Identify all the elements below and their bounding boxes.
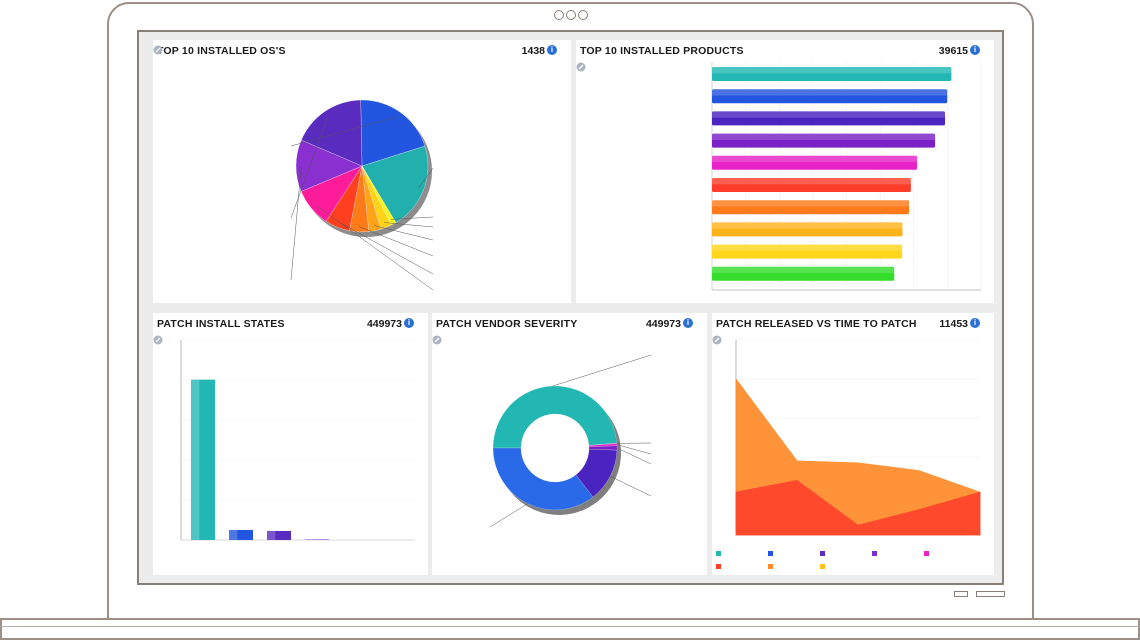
leader-line — [610, 476, 652, 497]
panel-header: TOP 10 INSTALLED PRODUCTS 39615 i — [576, 40, 994, 72]
bar-highlight — [712, 178, 911, 185]
bar — [712, 244, 903, 259]
bar-highlight — [712, 244, 903, 251]
laptop-base-edge — [0, 626, 1140, 627]
link-icon[interactable] — [153, 335, 163, 345]
info-icon[interactable]: i — [547, 45, 557, 55]
os-pie-chart — [290, 99, 434, 291]
bar-highlight — [712, 111, 946, 118]
camera-dot-icon — [578, 10, 588, 20]
panel-title: PATCH VENDOR SEVERITY — [436, 318, 578, 330]
bar — [712, 200, 910, 215]
legend-swatch — [924, 551, 929, 556]
leader-line — [418, 167, 434, 188]
bar — [712, 133, 936, 148]
legend-swatch — [768, 564, 773, 569]
leader-line — [390, 216, 434, 220]
bar — [191, 379, 215, 540]
pie-slice — [301, 99, 363, 167]
bar — [712, 67, 952, 81]
bar-highlight — [712, 155, 918, 163]
legend-swatch — [716, 564, 721, 569]
link-icon[interactable] — [432, 335, 442, 345]
panel-title: TOP 10 INSTALLED PRODUCTS — [580, 45, 744, 57]
legend-swatch — [768, 551, 773, 556]
info-icon[interactable]: i — [404, 318, 414, 328]
bar-highlight — [712, 67, 952, 74]
panel-count: 449973 — [366, 318, 402, 330]
panel-header: PATCH RELEASED VS TIME TO PATCH 11453 i — [712, 313, 994, 345]
panel-installed-products: TOP 10 INSTALLED PRODUCTS 39615 i — [576, 40, 994, 303]
info-icon[interactable]: i — [683, 318, 693, 328]
area-series — [735, 479, 981, 536]
bar — [305, 539, 329, 540]
camera-dot-icon — [566, 10, 576, 20]
panel-count: 1438 — [521, 45, 545, 57]
leader-line — [489, 503, 528, 528]
status-light-icon — [976, 591, 1005, 597]
status-light-icon — [954, 591, 968, 597]
bar-highlight — [712, 133, 936, 140]
panel-patch-vendor-severity: PATCH VENDOR SEVERITY 449973 i — [432, 313, 707, 575]
bar-highlight — [305, 539, 314, 540]
panel-header: PATCH VENDOR SEVERITY 449973 i — [432, 313, 707, 345]
info-icon[interactable]: i — [970, 318, 980, 328]
legend-swatch — [872, 551, 877, 556]
leader-line — [359, 226, 434, 257]
leader-line — [290, 116, 398, 147]
dashboard-screen: TOP 10 INSTALLED OS'S 1438 i TOP 10 INST… — [137, 30, 1004, 585]
leader-line — [616, 444, 652, 455]
released-area-chart — [716, 339, 981, 569]
panel-title: PATCH RELEASED VS TIME TO PATCH — [716, 318, 917, 330]
leader-line — [384, 222, 434, 228]
install-states-bar-chart — [180, 339, 415, 541]
products-bar-chart — [711, 62, 982, 291]
panel-patch-install-states: PATCH INSTALL STATES 449973 i — [153, 313, 428, 575]
leader-line — [373, 225, 434, 241]
pie-slice — [360, 99, 426, 167]
bar-highlight — [229, 529, 238, 540]
panel-installed-os: TOP 10 INSTALLED OS'S 1438 i — [153, 40, 571, 303]
bar — [712, 155, 918, 170]
bar-highlight — [712, 222, 903, 229]
legend-swatch — [820, 551, 825, 556]
link-icon[interactable] — [712, 335, 722, 345]
panel-count: 11453 — [939, 318, 968, 330]
leader-line — [339, 222, 434, 275]
bar — [712, 178, 911, 192]
panel-title: TOP 10 INSTALLED OS'S — [157, 45, 286, 57]
panel-count: 449973 — [645, 318, 681, 330]
donut-hole — [521, 414, 589, 482]
panel-header: TOP 10 INSTALLED OS'S 1438 i — [153, 40, 571, 62]
bar-highlight — [712, 200, 910, 207]
bar — [229, 529, 253, 540]
bar-highlight — [191, 379, 200, 540]
panel-title: PATCH INSTALL STATES — [157, 318, 285, 330]
link-icon[interactable] — [576, 62, 586, 72]
info-icon[interactable]: i — [970, 45, 980, 55]
link-icon[interactable] — [153, 45, 163, 55]
severity-donut-chart — [489, 354, 652, 528]
leader-line — [616, 447, 652, 465]
leader-line — [290, 115, 329, 219]
panel-patch-released-vs-time: PATCH RELEASED VS TIME TO PATCH 11453 i — [712, 313, 994, 575]
legend-swatch — [716, 551, 721, 556]
bar — [712, 266, 895, 281]
bar — [712, 89, 948, 104]
leader-line — [290, 165, 302, 281]
bar — [267, 530, 291, 540]
leader-line — [315, 204, 434, 291]
legend-swatch — [820, 564, 825, 569]
panel-count: 39615 — [938, 45, 968, 57]
panel-header: PATCH INSTALL STATES 449973 i — [153, 313, 428, 345]
bar-highlight — [267, 530, 276, 540]
bar — [712, 222, 903, 237]
bar — [712, 111, 946, 126]
camera-dot-icon — [554, 10, 564, 20]
bar-highlight — [712, 89, 948, 96]
pie-slice — [361, 145, 429, 223]
leader-line — [552, 354, 652, 387]
laptop-base — [0, 618, 1140, 640]
bar-highlight — [712, 266, 895, 274]
